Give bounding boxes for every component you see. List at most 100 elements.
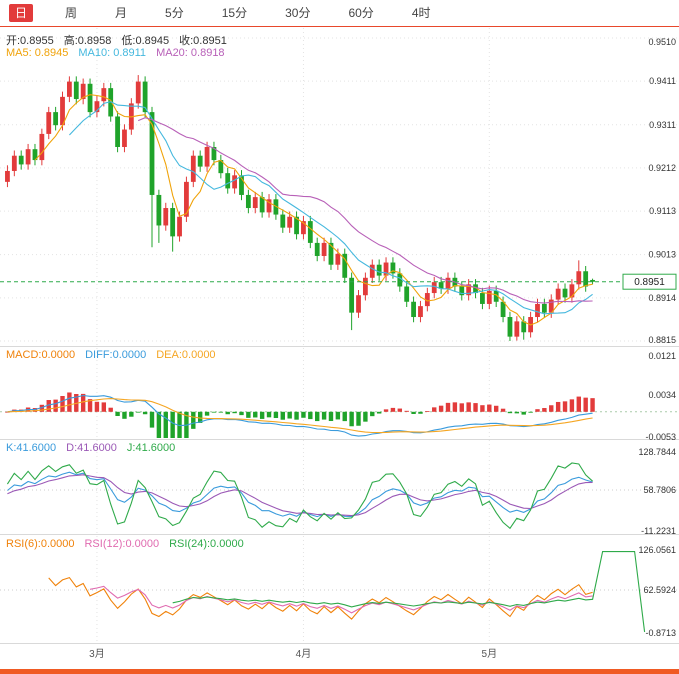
rsi24-line bbox=[172, 551, 646, 633]
macd-bar bbox=[122, 411, 127, 419]
timeframe-toolbar: 日 周 月 5分 15分 30分 60分 4时 bbox=[0, 0, 679, 27]
macd-bar bbox=[266, 411, 272, 418]
rsi6-line bbox=[48, 576, 593, 620]
macd-bar bbox=[177, 411, 182, 438]
y-axis-label: 0.9411 bbox=[649, 76, 676, 86]
timeframe-tab-月[interactable]: 月 bbox=[115, 6, 128, 20]
macd-bar bbox=[480, 405, 485, 412]
ma10-line bbox=[69, 101, 593, 315]
macd-bar bbox=[315, 411, 320, 422]
macd-histogram bbox=[5, 392, 595, 438]
timeframe-tab-周[interactable]: 周 bbox=[65, 6, 78, 20]
candle-body bbox=[60, 96, 65, 126]
macd-bar bbox=[294, 411, 299, 420]
candle-body bbox=[590, 279, 595, 282]
macd-bar bbox=[432, 407, 437, 412]
candle-body bbox=[266, 199, 272, 213]
macd-bar bbox=[136, 411, 141, 413]
candle-body bbox=[301, 221, 306, 235]
macd-bar bbox=[376, 411, 382, 414]
macd-bar bbox=[390, 407, 396, 412]
macd-bar bbox=[562, 401, 568, 412]
macd-bar bbox=[487, 404, 492, 412]
macd-bar bbox=[67, 392, 72, 412]
macd-bar bbox=[438, 405, 444, 412]
candle-body bbox=[390, 262, 396, 274]
y-axis-label: -11.2231 bbox=[641, 526, 676, 536]
macd-bar bbox=[46, 400, 51, 412]
candle-body bbox=[80, 83, 86, 100]
y-axis-label: 0.0034 bbox=[648, 390, 676, 400]
candle-body bbox=[356, 295, 361, 313]
candle-body bbox=[521, 321, 527, 333]
candle-body bbox=[122, 129, 127, 147]
macd-bar bbox=[583, 397, 588, 412]
candle-body bbox=[328, 242, 334, 265]
y-axis-label: 0.9510 bbox=[648, 37, 676, 47]
candle-body bbox=[418, 306, 423, 318]
y-axis-label: 0.8914 bbox=[648, 293, 676, 303]
candle-body bbox=[555, 288, 561, 300]
timeframe-tab-60分[interactable]: 60分 bbox=[348, 6, 374, 20]
macd-bar bbox=[493, 405, 499, 412]
j-line bbox=[6, 462, 593, 530]
macd-bar bbox=[101, 402, 107, 412]
candle-body bbox=[252, 197, 258, 209]
timeframe-tab-4时[interactable]: 4时 bbox=[411, 6, 431, 20]
candle-body bbox=[473, 284, 478, 294]
macd-bar bbox=[500, 408, 506, 412]
candle-body bbox=[5, 170, 10, 182]
macd-bar bbox=[204, 411, 210, 416]
candle-body bbox=[184, 181, 189, 217]
macd-bar bbox=[590, 398, 595, 412]
macd-bar bbox=[191, 411, 196, 429]
macd-bar bbox=[383, 409, 389, 412]
y-axis-label: -0.0053 bbox=[645, 432, 676, 442]
macd-bar bbox=[218, 411, 224, 413]
y-axis-label: -0.8713 bbox=[645, 628, 676, 638]
macd-bar bbox=[39, 404, 45, 412]
candle-body bbox=[94, 101, 100, 113]
timeframe-tab-30分[interactable]: 30分 bbox=[285, 6, 311, 20]
y-axis-label: 0.9311 bbox=[649, 120, 676, 130]
macd-bar bbox=[452, 402, 458, 412]
timeframe-tab-15分[interactable]: 15分 bbox=[221, 6, 248, 20]
candle-body bbox=[225, 173, 231, 189]
candle-body bbox=[25, 149, 31, 165]
macd-bar bbox=[411, 411, 416, 414]
timeframe-tab-5分[interactable]: 5分 bbox=[165, 6, 184, 20]
candle-body bbox=[548, 299, 554, 313]
y-axis-label: 62.5924 bbox=[643, 585, 676, 595]
macd-bar bbox=[197, 411, 203, 423]
k-line bbox=[7, 471, 593, 518]
candle-body bbox=[383, 262, 389, 276]
macd-bar bbox=[342, 411, 347, 422]
candle-body bbox=[569, 284, 575, 298]
macd-bar bbox=[535, 409, 540, 412]
macd-bar bbox=[542, 408, 547, 412]
last-price-label: 0.8951 bbox=[634, 277, 665, 288]
macd-bar bbox=[211, 411, 217, 413]
ma20-line bbox=[137, 117, 593, 304]
macd-bar bbox=[473, 403, 478, 412]
candle-body bbox=[411, 301, 416, 318]
candle-body bbox=[177, 216, 182, 237]
macd-bar bbox=[232, 411, 237, 414]
candle-body bbox=[541, 303, 547, 313]
candle-body bbox=[445, 277, 451, 289]
candle-body bbox=[259, 197, 265, 213]
macd-bar bbox=[253, 411, 258, 418]
macd-bar bbox=[328, 411, 334, 422]
macd-bar bbox=[528, 411, 533, 413]
timeframe-tab-日[interactable]: 日 bbox=[9, 4, 34, 22]
macd-bar bbox=[370, 411, 375, 417]
macd-bar bbox=[115, 411, 120, 417]
macd-bar bbox=[349, 411, 354, 427]
macd-bar bbox=[108, 407, 113, 412]
macd-bar bbox=[418, 411, 423, 414]
candle-body bbox=[149, 112, 155, 195]
macd-bar bbox=[156, 411, 162, 438]
dea-line bbox=[7, 398, 593, 434]
